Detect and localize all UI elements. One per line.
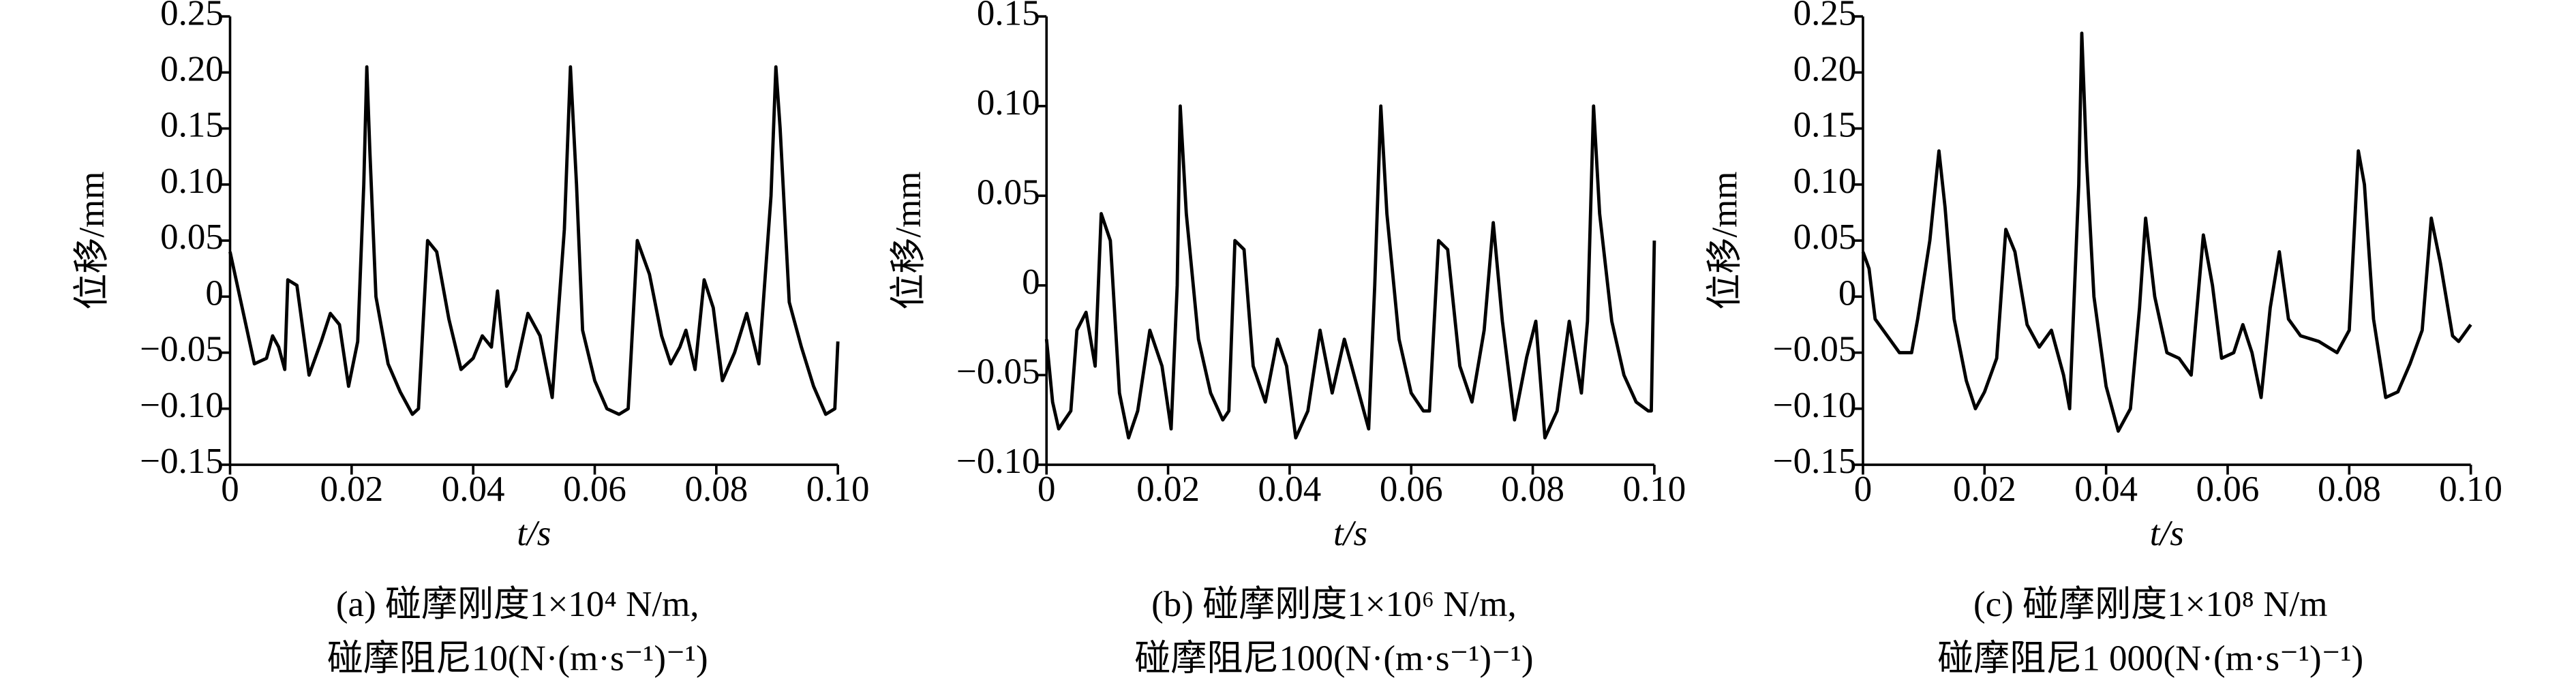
y-tick-label: 0.05 <box>160 217 224 257</box>
y-tick-label: 0.15 <box>977 0 1040 33</box>
x-tick-label: 0.10 <box>1623 469 1686 509</box>
x-axis-label: t/s <box>1333 514 1367 553</box>
y-tick-label: 0.05 <box>1793 217 1857 257</box>
caption: (c) 碰摩刚度1×10⁸ N/m <box>1973 585 2327 624</box>
y-axis-label: 位移/mm <box>1706 171 1745 309</box>
x-tick-label: 0.10 <box>2439 469 2502 509</box>
data-line <box>1861 31 2472 433</box>
y-tick-label: 0.10 <box>160 161 224 201</box>
y-tick-label: 0.10 <box>1793 161 1857 201</box>
x-tick-label: 0.08 <box>2318 469 2381 509</box>
caption: 碰摩阻尼1 000(N·(m·s⁻¹)⁻¹) <box>1937 638 2363 678</box>
y-tick-label: 0.25 <box>160 0 224 33</box>
caption: (b) 碰摩刚度1×10⁶ N/m, <box>1151 585 1517 624</box>
y-tick-label: 0.05 <box>977 172 1040 212</box>
x-tick-label: 0 <box>1037 469 1056 509</box>
y-axis-label: 位移/mm <box>889 171 928 309</box>
y-tick-label: 0.10 <box>977 83 1040 123</box>
x-tick-label: 0.08 <box>1501 469 1564 509</box>
data-line <box>228 65 840 416</box>
caption: 碰摩阻尼10(N·(m·s⁻¹)⁻¹) <box>327 638 708 678</box>
y-tick-label: −0.10 <box>956 442 1040 481</box>
y-tick-label: −0.15 <box>1773 442 1857 481</box>
y-tick-label: −0.10 <box>1773 386 1857 425</box>
y-tick-label: 0.25 <box>1793 0 1857 33</box>
y-tick-label: 0 <box>1838 273 1857 313</box>
x-tick-label: 0.10 <box>806 469 870 509</box>
x-tick-label: 0.02 <box>1953 469 2016 509</box>
x-tick-label: 0 <box>1854 469 1873 509</box>
y-tick-label: −0.10 <box>140 386 224 425</box>
x-tick-label: 0.02 <box>1136 469 1200 509</box>
data-line <box>1044 104 1656 440</box>
y-tick-label: 0.20 <box>160 50 224 89</box>
y-tick-label: 0 <box>205 273 224 313</box>
y-tick-label: 0.20 <box>1793 50 1857 89</box>
x-tick-label: 0 <box>221 469 239 509</box>
x-tick-label: 0.04 <box>1258 469 1322 509</box>
x-axis-label: t/s <box>517 514 551 553</box>
x-tick-label: 0.04 <box>442 469 505 509</box>
caption: 碰摩阻尼100(N·(m·s⁻¹)⁻¹) <box>1134 638 1533 678</box>
x-tick-label: 0.04 <box>2074 469 2138 509</box>
y-tick-label: 0.15 <box>160 106 224 145</box>
y-tick-label: 0.15 <box>1793 106 1857 145</box>
y-tick-label: 0 <box>1022 262 1040 302</box>
chart-panel: −0.10 −0.05 0 0.05 0.10 0.15 0 0.02 0.04 0.06 0.08… <box>889 0 1686 678</box>
y-tick-label: −0.05 <box>1773 330 1857 369</box>
y-tick-label: −0.05 <box>956 352 1040 392</box>
y-axis-label: 位移/mm <box>72 171 112 309</box>
x-axis-label: t/s <box>2150 514 2184 553</box>
x-tick-label: 0.06 <box>1380 469 1443 509</box>
chart-panel: −0.15 −0.10 −0.05 0 0.05 0.10 0.15 0.20 0.25 0 0.0… <box>72 0 870 678</box>
y-tick-label: −0.15 <box>140 442 224 481</box>
y-tick-label: −0.05 <box>140 330 224 369</box>
x-tick-label: 0.08 <box>684 469 748 509</box>
x-tick-label: 0.06 <box>2196 469 2260 509</box>
x-tick-label: 0.06 <box>563 469 626 509</box>
x-tick-label: 0.02 <box>320 469 383 509</box>
chart-panel: −0.15 −0.10 −0.05 0 0.05 0.10 0.15 0.20 0.25 0 0.0… <box>1706 0 2503 678</box>
caption: (a) 碰摩刚度1×10⁴ N/m, <box>336 585 699 624</box>
